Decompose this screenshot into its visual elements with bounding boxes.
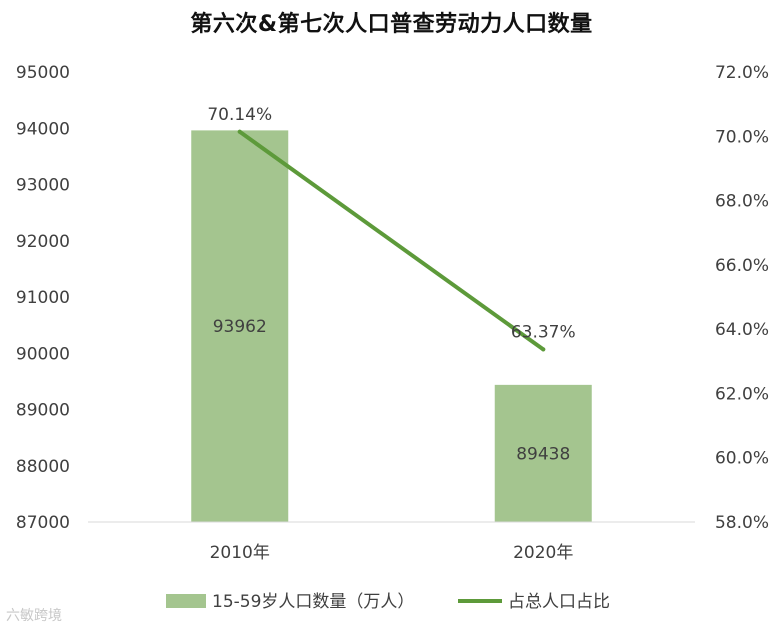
bar-data-label: 93962 (213, 317, 267, 337)
line-point (541, 347, 546, 352)
bar-data-label: 89438 (516, 444, 570, 464)
watermark: 六敏跨境 (6, 608, 62, 624)
legend-line-label: 占总人口占比 (508, 592, 610, 612)
chart-title: 第六次&第七次人口普查劳动力人口数量 (190, 12, 593, 37)
bar (191, 130, 289, 522)
y-right-tick-label: 60.0% (715, 449, 769, 469)
line-data-label: 63.37% (511, 322, 576, 342)
bar (494, 384, 592, 522)
y-right-tick-label: 72.0% (715, 63, 769, 83)
x-tick-label: 2010年 (210, 543, 270, 563)
y-left-tick-label: 95000 (16, 63, 70, 83)
y-right-tick-label: 70.0% (715, 127, 769, 147)
legend-bar-swatch (166, 594, 206, 608)
y-left-tick-label: 89000 (16, 401, 70, 421)
y-right-tick-label: 58.0% (715, 513, 769, 533)
line-series-path (237, 129, 546, 352)
y-left-tick-label: 91000 (16, 288, 70, 308)
y-left-tick-label: 93000 (16, 176, 70, 196)
legend-bar-label: 15-59岁人口数量（万人） (212, 592, 414, 612)
y-right-tick-label: 64.0% (715, 320, 769, 340)
y-left-tick-label: 88000 (16, 457, 70, 477)
y-right-tick-label: 66.0% (715, 256, 769, 276)
y-right-tick-label: 62.0% (715, 384, 769, 404)
line-data-label: 70.14% (207, 105, 272, 125)
line-point (237, 129, 242, 134)
y-left-tick-label: 94000 (16, 119, 70, 139)
x-tick-label: 2020年 (513, 543, 573, 563)
y-left-tick-label: 92000 (16, 232, 70, 252)
y-left-tick-label: 87000 (16, 513, 70, 533)
y-right-tick-label: 68.0% (715, 192, 769, 212)
y-left-tick-label: 90000 (16, 344, 70, 364)
